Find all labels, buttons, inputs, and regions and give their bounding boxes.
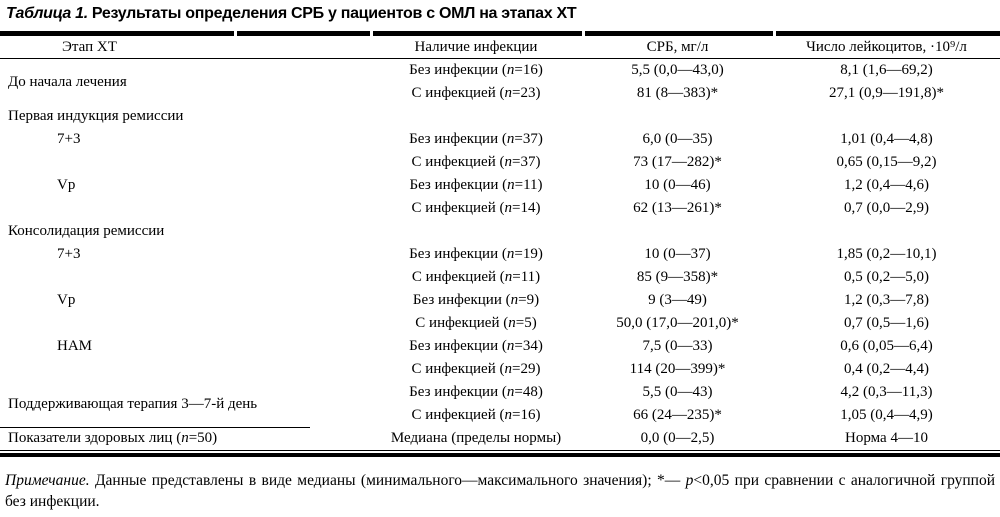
cell-wbc: 4,2 (0,3—11,3) <box>840 384 933 400</box>
cell-wbc: 27,1 (0,9—191,8)* <box>829 85 944 101</box>
table-row: С инфекцией (n=5) 50,0 (17,0—201,0)* 0,7… <box>0 312 1000 335</box>
cell-wbc: 1,2 (0,4—4,6) <box>844 177 929 193</box>
table-row: Показатели здоровых лиц (n=50) Медиана (… <box>0 427 1000 450</box>
cell-crp: 6,0 (0—35) <box>642 131 713 147</box>
table-row: 7+3 Без инфекции (n=19) 10 (0—37) 1,85 (… <box>0 243 1000 266</box>
cell-infection: Без инфекции (n=37) <box>409 131 543 147</box>
table-row: Vp Без инфекции (n=9) 9 (3—49) 1,2 (0,3—… <box>0 289 1000 312</box>
cell-crp: 62 (13—261)* <box>633 200 722 216</box>
table-row: С инфекцией (n=23) 81 (8—383)* 27,1 (0,9… <box>0 82 1000 105</box>
cell-infection: С инфекцией (n=16) <box>411 407 541 423</box>
cell-wbc: 0,7 (0,5—1,6) <box>844 315 929 331</box>
table-section-row: Консолидация ремиссии <box>0 220 1000 243</box>
cell-stage: До начала лечения <box>8 73 127 90</box>
table-row: Поддерживающая терапия 3—7-й день Без ин… <box>0 381 1000 412</box>
cell-stage: Vp <box>57 292 76 308</box>
cell-crp: 81 (8—383)* <box>636 85 719 101</box>
header-row: Этап ХТ Наличие инфекции СРБ, мг/л Число… <box>0 36 1000 59</box>
cell-infection: Без инфекции (n=11) <box>409 177 543 193</box>
cell-crp: 50,0 (17,0—201,0)* <box>616 315 739 331</box>
column-header-wbc: Число лейкоцитов, ·10⁹/л <box>773 36 1000 59</box>
cell-stage: Показатели здоровых лиц (n=50) <box>8 430 218 446</box>
footnote-text: Данные представлены в виде медианы (мини… <box>5 472 995 510</box>
table-row: С инфекцией (n=29) 114 (20—399)* 0,4 (0,… <box>0 358 1000 381</box>
cell-wbc: Норма 4—10 <box>845 430 928 446</box>
cell-wbc: 8,1 (1,6—69,2) <box>840 62 933 78</box>
cell-wbc: 1,01 (0,4—4,8) <box>840 131 933 147</box>
cell-wbc: 0,4 (0,2—4,4) <box>844 361 929 377</box>
table-footnote: Примечание. Данные представлены в виде м… <box>5 470 995 512</box>
table-row: Vp Без инфекции (n=11) 10 (0—46) 1,2 (0,… <box>0 174 1000 197</box>
cell-infection: Медиана (пределы нормы) <box>390 430 562 446</box>
cell-infection: Без инфекции (n=9) <box>412 292 540 308</box>
cell-crp: 66 (24—235)* <box>633 407 722 423</box>
cell-section-label: Консолидация ремиссии <box>8 223 165 239</box>
cell-infection: Без инфекции (n=19) <box>409 246 543 262</box>
cell-wbc: 0,65 (0,15—9,2) <box>836 154 937 170</box>
cell-wbc: 1,2 (0,3—7,8) <box>844 292 929 308</box>
cell-infection: С инфекцией (n=37) <box>411 154 541 170</box>
results-table-container: Этап ХТ Наличие инфекции СРБ, мг/л Число… <box>0 31 1000 457</box>
cell-crp: 5,5 (0—43) <box>642 384 713 400</box>
column-header-stage: Этап ХТ <box>0 36 370 59</box>
table-section-row: Первая индукция ремиссии <box>0 105 1000 128</box>
table-row: С инфекцией (n=16) 66 (24—235)* 1,05 (0,… <box>0 404 1000 427</box>
cell-crp: 114 (20—399)* <box>629 361 726 377</box>
cell-wbc: 1,85 (0,2—10,1) <box>836 246 937 262</box>
cell-infection: Без инфекции (n=34) <box>409 338 543 354</box>
table-row: С инфекцией (n=14) 62 (13—261)* 0,7 (0,0… <box>0 197 1000 220</box>
cell-crp: 7,5 (0—33) <box>642 338 713 354</box>
cell-crp: 10 (0—46) <box>644 177 711 193</box>
cell-stage: Поддерживающая терапия 3—7-й день <box>8 395 258 412</box>
table-caption-text: Результаты определения СРБ у пациентов с… <box>91 5 577 22</box>
cell-wbc: 0,7 (0,0—2,9) <box>844 200 929 216</box>
cell-section-label: Первая индукция ремиссии <box>8 108 184 124</box>
table-bottom-rule-thick <box>0 453 1000 457</box>
cell-wbc: 1,05 (0,4—4,9) <box>840 407 933 423</box>
footnote-label: Примечание. <box>5 472 90 489</box>
table-top-rule <box>0 31 1000 36</box>
cell-infection: С инфекцией (n=23) <box>411 85 541 101</box>
table-row: НАМ Без инфекции (n=34) 7,5 (0—33) 0,6 (… <box>0 335 1000 358</box>
cell-infection: С инфекцией (n=29) <box>411 361 541 377</box>
cell-stage: 7+3 <box>57 131 81 147</box>
results-table: Этап ХТ Наличие инфекции СРБ, мг/л Число… <box>0 36 1000 450</box>
cell-infection: Без инфекции (n=16) <box>409 62 543 78</box>
cell-stage: НАМ <box>57 338 93 354</box>
cell-crp: 5,5 (0,0—43,0) <box>631 62 724 78</box>
cell-wbc: 0,6 (0,05—6,4) <box>840 338 933 354</box>
cell-stage: 7+3 <box>57 246 81 262</box>
cell-crp: 9 (3—49) <box>648 292 707 308</box>
cell-wbc: 0,5 (0,2—5,0) <box>844 269 929 285</box>
table-bottom-rule-thin <box>0 450 1000 451</box>
table-caption: Таблица 1. Результаты определения СРБ у п… <box>0 0 1000 31</box>
last-row-separator-rule <box>0 427 310 428</box>
cell-infection: С инфекцией (n=14) <box>411 200 541 216</box>
cell-crp: 0,0 (0—2,5) <box>640 430 715 446</box>
cell-infection: С инфекцией (n=5) <box>415 315 537 331</box>
column-header-crp: СРБ, мг/л <box>582 36 773 59</box>
cell-crp: 10 (0—37) <box>644 246 711 262</box>
table-row: С инфекцией (n=11) 85 (9—358)* 0,5 (0,2—… <box>0 266 1000 289</box>
table-row: До начала лечения Без инфекции (n=16) 5,… <box>0 59 1000 90</box>
table-row: С инфекцией (n=37) 73 (17—282)* 0,65 (0,… <box>0 151 1000 174</box>
cell-stage: Vp <box>57 177 76 193</box>
table-row: 7+3 Без инфекции (n=37) 6,0 (0—35) 1,01 … <box>0 128 1000 151</box>
cell-infection: С инфекцией (n=11) <box>411 269 541 285</box>
cell-crp: 85 (9—358)* <box>636 269 719 285</box>
cell-infection: Без инфекции (n=48) <box>409 384 543 400</box>
column-header-infection: Наличие инфекции <box>370 36 582 59</box>
cell-crp: 73 (17—282)* <box>633 154 722 170</box>
table-caption-number: Таблица 1. <box>6 5 88 22</box>
